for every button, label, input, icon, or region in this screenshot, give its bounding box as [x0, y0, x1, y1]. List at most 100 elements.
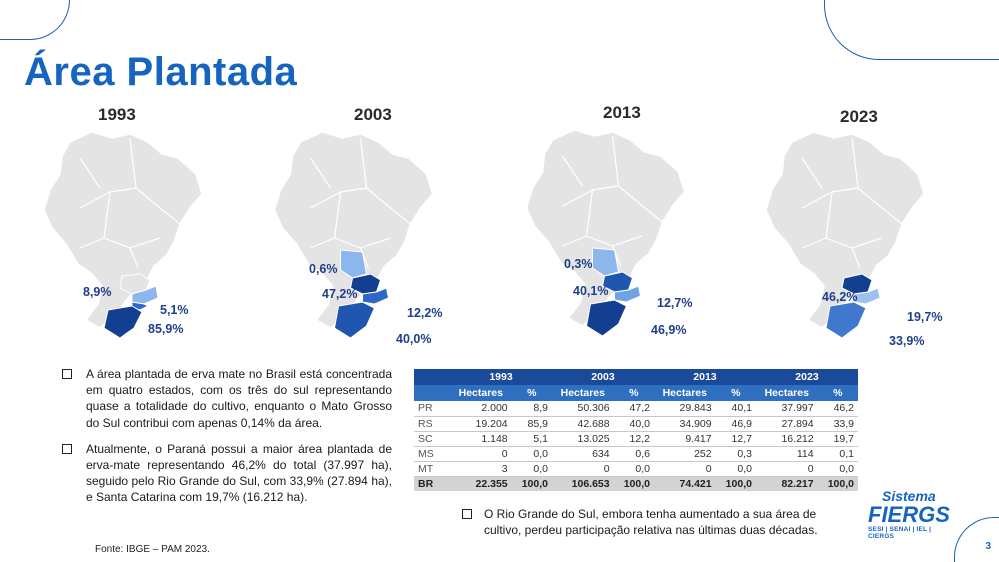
table-cell: 1.148: [450, 431, 512, 447]
table-cell: 3: [450, 461, 512, 477]
table-cell: 106.653: [551, 476, 614, 491]
table-cell: 50.306: [551, 401, 614, 417]
table-subheader: %: [511, 385, 552, 401]
map-2003-label-pr: 47,2%: [322, 287, 358, 301]
table-year-header-row: 1993 2003 2013 2023: [414, 369, 858, 385]
brazil-map-1993: [40, 128, 205, 343]
map-1993-label-sc: 5,1%: [160, 303, 189, 317]
corner-decoration: [954, 517, 999, 562]
map-2013-label-ms: 0,3%: [564, 257, 593, 271]
logo-line-2: FIERGS: [868, 502, 950, 527]
table-cell: 46,2: [817, 401, 858, 417]
table-cell: 0: [551, 461, 614, 477]
table-cell-state: BR: [414, 476, 450, 491]
table-cell-state: PR: [414, 401, 450, 417]
table-cell: 0: [755, 461, 818, 477]
table-cell: 100,0: [817, 476, 858, 491]
table-cell: 8,9: [511, 401, 552, 417]
table-cell: 42.688: [551, 416, 614, 432]
table-cell: 100,0: [715, 476, 756, 491]
corner-decoration: [824, 0, 999, 60]
table-cell: 82.217: [755, 476, 818, 491]
table-cell: 85,9: [511, 416, 552, 432]
table-cell: 0,6: [613, 446, 654, 462]
table-cell: 0,3: [715, 446, 756, 462]
table-cell: 22.355: [450, 476, 512, 491]
table-subheader: Hectares: [755, 385, 818, 401]
table-cell: 0: [653, 461, 716, 477]
table-cell: 634: [551, 446, 614, 462]
map-2003-label-rs: 40,0%: [396, 332, 432, 346]
table-cell: 100,0: [613, 476, 654, 491]
table-cell: 29.843: [653, 401, 716, 417]
table-cell: 0,0: [715, 461, 756, 477]
table-cell: 0,1: [817, 446, 858, 462]
table-cell: 37.997: [755, 401, 818, 417]
bullet-list: A área plantada de erva mate no Brasil e…: [62, 366, 392, 516]
brazil-map-2003: [268, 128, 438, 343]
map-year-1993: 1993: [98, 105, 136, 124]
logo-line-3: SESI | SENAI | IEL | CIERGS: [868, 526, 932, 540]
table-header-corner: [414, 369, 450, 385]
bullet-text: A área plantada de erva mate no Brasil e…: [86, 367, 392, 430]
table-cell: 252: [653, 446, 716, 462]
map-2023-label-rs: 33,9%: [889, 334, 925, 348]
table-cell: 40,0: [613, 416, 654, 432]
table-cell: 34.909: [653, 416, 716, 432]
checkbox-bullet-icon: [62, 369, 72, 379]
note-text: O Rio Grande do Sul, embora tenha aument…: [484, 507, 818, 537]
table-cell: 27.894: [755, 416, 818, 432]
table-cell: 19,7: [817, 431, 858, 447]
table-cell-state: SC: [414, 431, 450, 447]
table-total-row: BR 22.355 100,0 106.653 100,0 74.421 100…: [414, 476, 858, 491]
table-subheader: %: [817, 385, 858, 401]
checkbox-bullet-icon: [62, 443, 72, 454]
checkbox-bullet-icon: [462, 509, 472, 519]
table-cell: 5,1: [511, 431, 552, 447]
table-cell: 0,0: [613, 461, 654, 477]
map-2003-label-ms: 0,6%: [309, 262, 338, 276]
logo-line-1: Sistema: [882, 488, 936, 504]
map-1993-label-pr: 8,9%: [83, 285, 112, 299]
table-header-year: 1993: [450, 369, 552, 385]
fiergs-logo: Sistema FIERGS SESI | SENAI | IEL | CIER…: [868, 488, 958, 548]
table-cell-state: MS: [414, 446, 450, 462]
table-header-corner: [414, 385, 450, 401]
table-header-year: 2023: [755, 369, 858, 385]
table-row: PR 2.000 8,9 50.306 47,2 29.843 40,1 37.…: [414, 401, 858, 417]
table-cell: 0: [450, 446, 512, 462]
table-cell: 0,0: [511, 446, 552, 462]
table-cell: 0,0: [511, 461, 552, 477]
table-subheader-row: Hectares % Hectares % Hectares % Hectare…: [414, 385, 858, 401]
map-2013-label-rs: 46,9%: [651, 323, 687, 337]
brazil-map-2013: [520, 126, 690, 341]
table-subheader: Hectares: [653, 385, 716, 401]
table-row: SC 1.148 5,1 13.025 12,2 9.417 12,7 16.2…: [414, 431, 858, 447]
table-cell: 16.212: [755, 431, 818, 447]
map-2023-label-sc: 19,7%: [907, 310, 943, 324]
table-cell-state: MT: [414, 461, 450, 477]
table-cell: 13.025: [551, 431, 614, 447]
table-subheader: Hectares: [551, 385, 614, 401]
table-cell: 47,2: [613, 401, 654, 417]
table-cell: 114: [755, 446, 818, 462]
bullet-item: Atualmente, o Paraná possui a maior área…: [62, 441, 392, 506]
page-title: Área Plantada: [24, 50, 298, 94]
table-cell: 100,0: [511, 476, 552, 491]
map-1993-label-rs: 85,9%: [148, 322, 184, 336]
area-table: 1993 2003 2013 2023 Hectares % Hectares …: [414, 369, 858, 491]
note-bullet: O Rio Grande do Sul, embora tenha aument…: [462, 506, 842, 538]
table-cell: 9.417: [653, 431, 716, 447]
table-cell: 74.421: [653, 476, 716, 491]
map-year-2023: 2023: [840, 107, 878, 126]
corner-decoration: [0, 0, 70, 40]
table-cell: 19.204: [450, 416, 512, 432]
map-2023-label-pr: 46,2%: [822, 290, 858, 304]
bullet-text: Atualmente, o Paraná possui a maior área…: [86, 441, 392, 505]
map-2013-label-pr: 40,1%: [573, 284, 609, 298]
table-subheader: %: [715, 385, 756, 401]
map-year-2003: 2003: [354, 105, 392, 124]
table-cell: 46,9: [715, 416, 756, 432]
table-header-year: 2003: [551, 369, 654, 385]
source-text: Fonte: IBGE – PAM 2023.: [95, 544, 210, 555]
